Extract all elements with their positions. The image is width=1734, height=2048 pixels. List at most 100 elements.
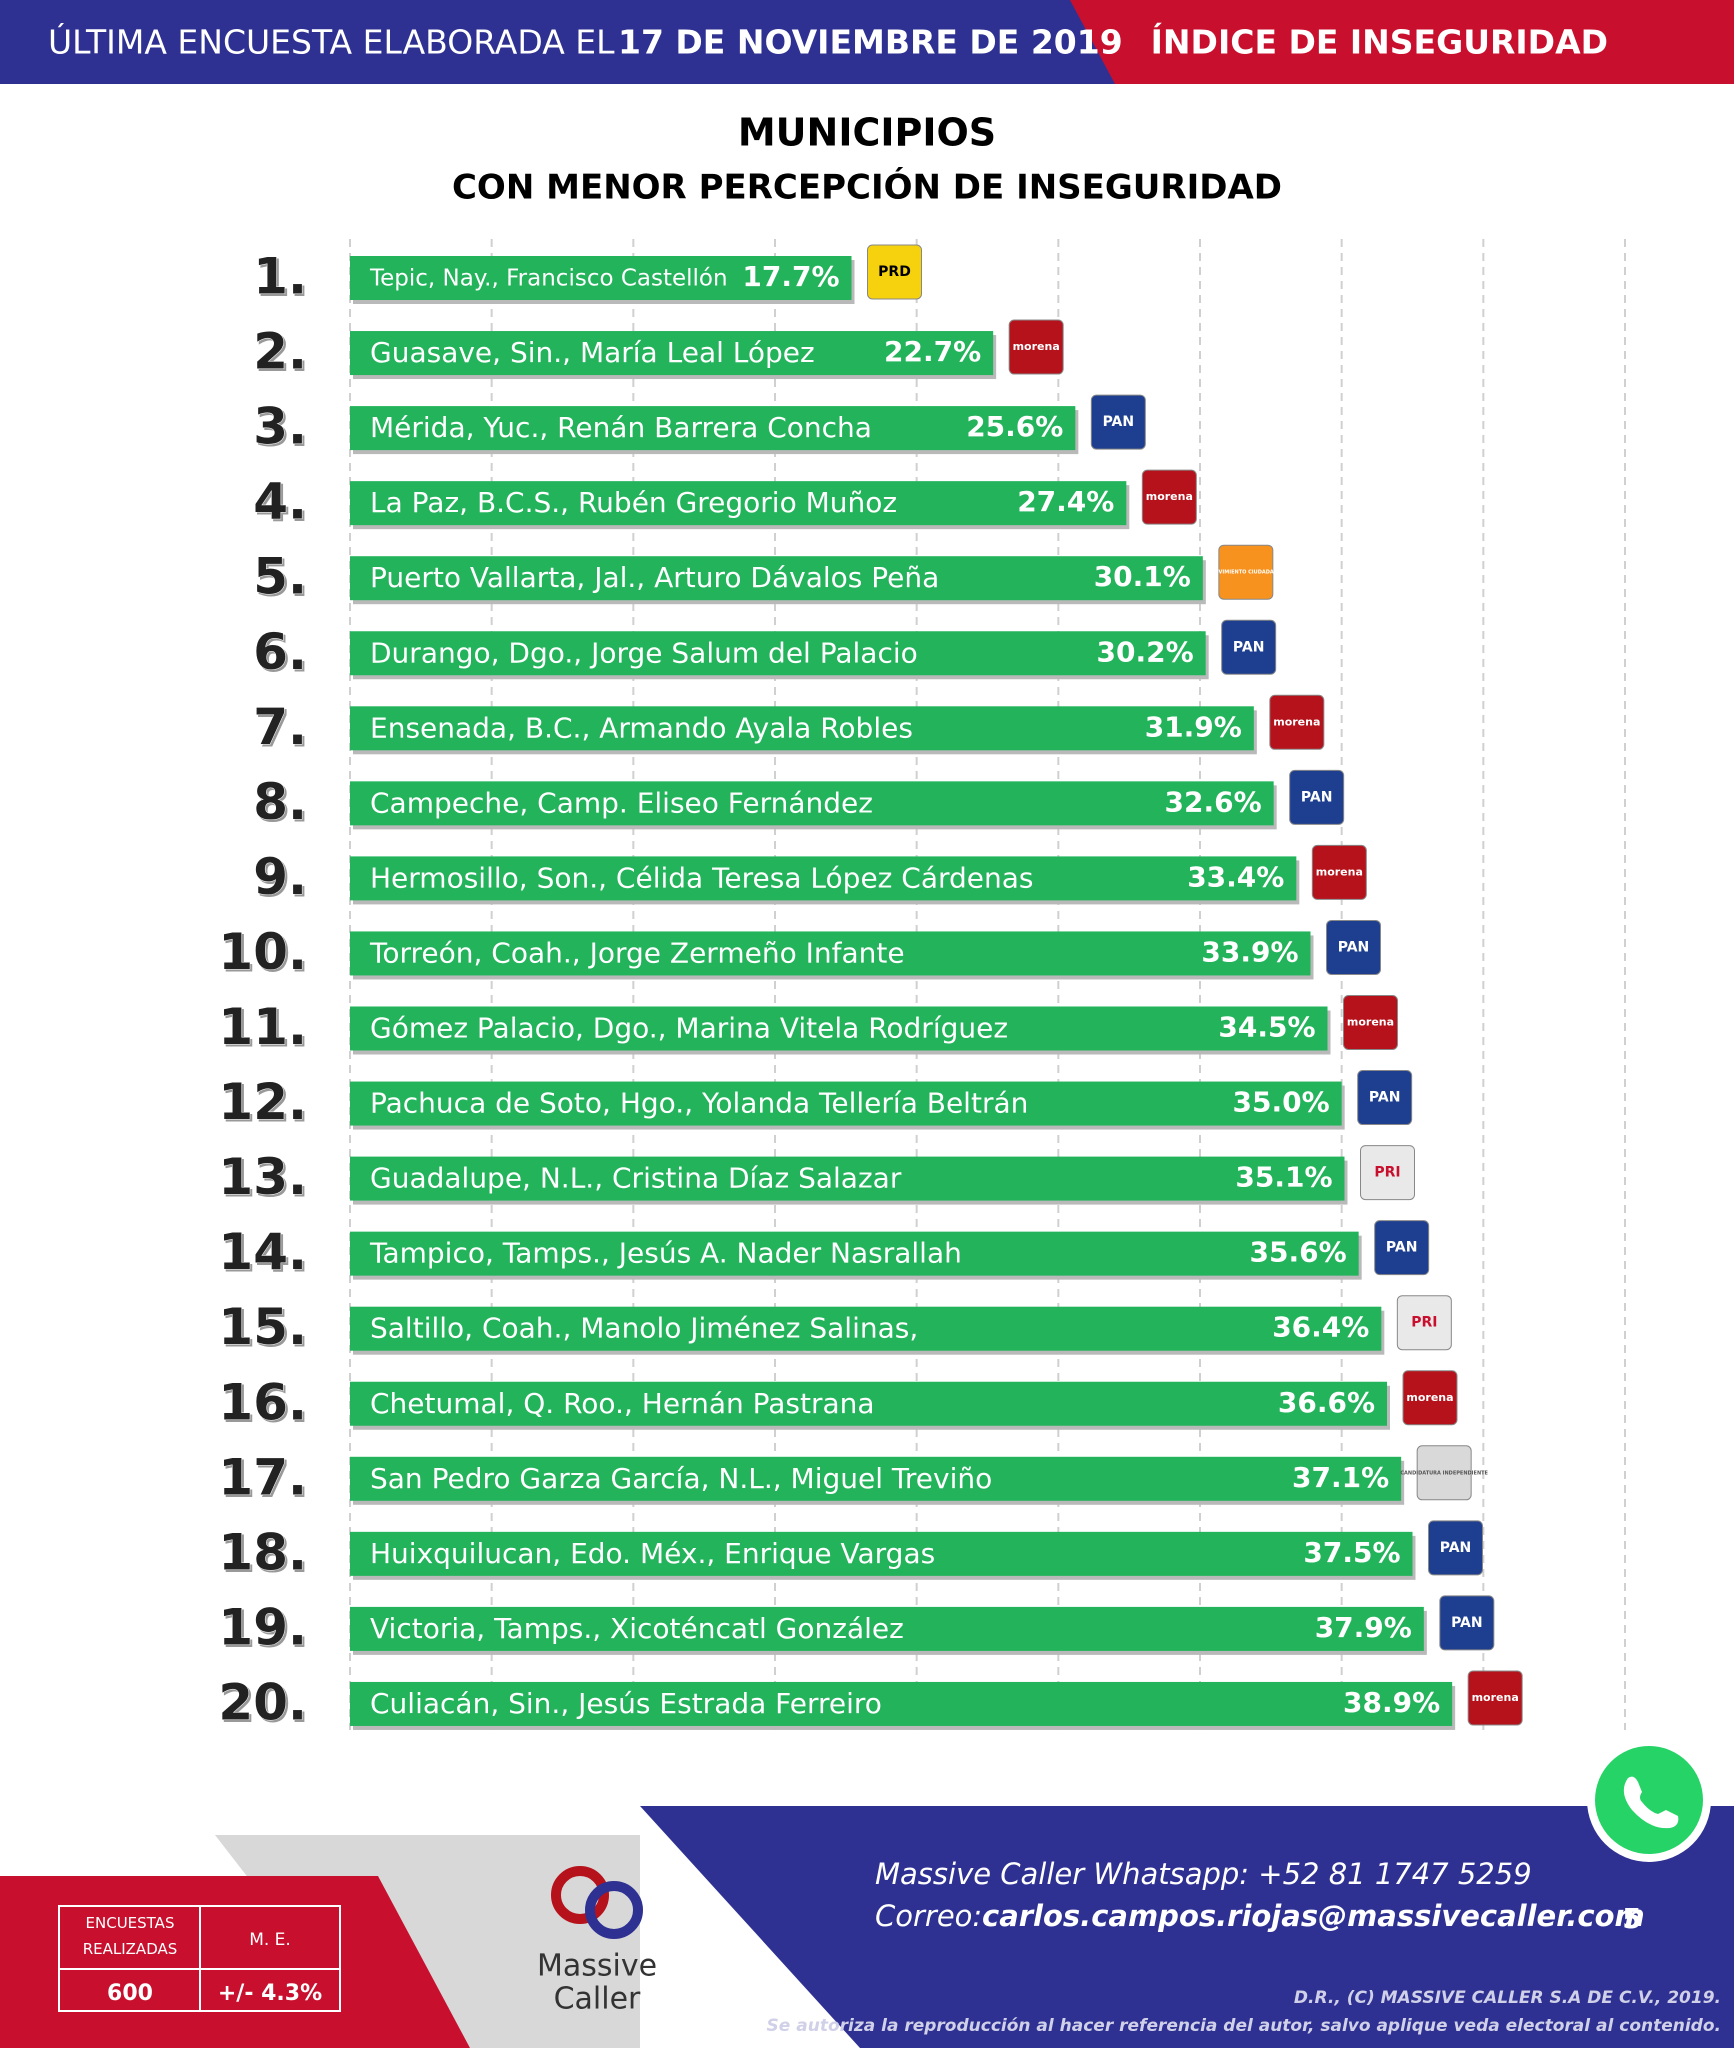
table-head-1-box: ENCUESTAS REALIZADAS xyxy=(83,1914,178,1958)
category-label: Mérida, Yuc., Renán Barrera Concha xyxy=(370,411,872,444)
header-date: 17 DE NOVIEMBRE DE 2019 xyxy=(618,23,1123,62)
bar xyxy=(350,631,1206,676)
rank-label: 17. xyxy=(218,1448,307,1506)
party-logo-text: PRI xyxy=(1374,1165,1400,1181)
category-label: Ensenada, B.C., Armando Ayala Robles xyxy=(370,711,913,744)
logo-ring xyxy=(585,1881,643,1939)
brand-logo xyxy=(551,1866,643,1939)
footer-blue xyxy=(640,1806,1734,2048)
party-logo-text: PAN xyxy=(1233,639,1265,655)
chart: 1. 17.7% Tepic, Nay., Francisco Castellón P… xyxy=(218,239,1626,1732)
bar xyxy=(350,1231,1359,1276)
value-label: 37.1% xyxy=(1292,1461,1389,1494)
rank-label: 14. xyxy=(218,1223,307,1281)
party-logo xyxy=(1402,1370,1458,1426)
category-label: Chetumal, Q. Roo., Hernán Pastrana xyxy=(370,1387,875,1420)
party-logo-text: morena xyxy=(1273,715,1320,728)
category-label: Saltillo, Coah., Manolo Jiménez Salinas, xyxy=(370,1312,918,1345)
brand-2: Caller xyxy=(554,1982,641,2017)
party-logo xyxy=(1467,1670,1523,1726)
header-left: ÚLTIMA ENCUESTA ELABORADA EL xyxy=(48,22,615,62)
bar xyxy=(350,1681,1453,1726)
rank-label: 10. xyxy=(218,923,307,981)
value-label: 31.9% xyxy=(1145,710,1242,743)
bar xyxy=(350,331,994,376)
party-logo-text: morena xyxy=(1406,1391,1453,1404)
party-logo xyxy=(1311,844,1367,900)
party-logo-text: PAN xyxy=(1369,1090,1401,1106)
party-logo-text: morena xyxy=(1472,1691,1519,1704)
bar xyxy=(350,1306,1382,1351)
value-label: 34.5% xyxy=(1218,1011,1315,1044)
bar xyxy=(350,1006,1328,1051)
bar xyxy=(350,781,1274,826)
value-label: 27.4% xyxy=(1017,485,1114,518)
category-label: Victoria, Tamps., Xicoténcatl González xyxy=(370,1612,904,1645)
rank-label: 18. xyxy=(218,1523,307,1581)
party-logo-text: MOVIMIENTO CIUDADANO xyxy=(1209,570,1282,576)
bar xyxy=(350,1531,1413,1576)
category-label: Huixquilucan, Edo. Méx., Enrique Vargas xyxy=(370,1537,935,1570)
party-logo xyxy=(1416,1445,1472,1501)
party-logo xyxy=(1374,1220,1430,1276)
value-label: 35.1% xyxy=(1235,1161,1332,1194)
party-logo xyxy=(1357,1070,1413,1126)
value-label: 35.6% xyxy=(1250,1236,1347,1269)
party-logo-text: PAN xyxy=(1386,1240,1418,1256)
value-label: 33.9% xyxy=(1201,935,1298,968)
category-label: San Pedro Garza García, N.L., Miguel Tre… xyxy=(370,1462,992,1495)
whatsapp-icon xyxy=(1595,1746,1703,1854)
bar xyxy=(350,706,1254,751)
party-logo xyxy=(1008,319,1064,375)
party-logo-text: PRI xyxy=(1411,1315,1437,1331)
party-logo-text: PAN xyxy=(1440,1540,1472,1556)
bar xyxy=(350,856,1297,901)
category-label: Puerto Vallarta, Jal., Arturo Dávalos Pe… xyxy=(370,561,939,594)
party-logo xyxy=(1289,769,1345,825)
value-label: 36.6% xyxy=(1278,1386,1375,1419)
bar xyxy=(350,556,1203,601)
bar xyxy=(350,1456,1402,1501)
rank-label: 12. xyxy=(218,1073,307,1131)
copyright: D.R., (C) MASSIVE CALLER S.A DE C.V., 20… xyxy=(1294,1988,1721,2008)
logo-ring xyxy=(551,1866,609,1924)
rank-label: 3. xyxy=(253,398,307,456)
value-label: 17.7% xyxy=(742,260,839,293)
party-logo xyxy=(867,244,922,300)
party-logo xyxy=(1343,995,1398,1050)
party-logo xyxy=(1396,1295,1452,1351)
brand-1: Massive xyxy=(537,1949,657,1984)
party-logo xyxy=(1428,1520,1483,1576)
chart-title: MUNICIPIOS xyxy=(738,111,996,155)
rank-label: 19. xyxy=(218,1598,307,1656)
bar xyxy=(350,1381,1387,1426)
party-logo-text: morena xyxy=(1146,490,1193,503)
bar xyxy=(350,406,1076,451)
party-logo xyxy=(1439,1595,1495,1651)
party-logo-text: PRD xyxy=(878,264,911,280)
bar xyxy=(350,256,852,300)
rank-label: 4. xyxy=(253,473,307,531)
category-label: Pachuca de Soto, Hgo., Yolanda Tellería … xyxy=(370,1087,1028,1120)
value-label: 30.2% xyxy=(1097,635,1194,668)
value-label: 32.6% xyxy=(1165,785,1262,818)
party-logo-text: PAN xyxy=(1338,939,1370,955)
rank-label: 2. xyxy=(253,323,307,381)
rank-label: 16. xyxy=(218,1373,307,1431)
party-logo xyxy=(1218,544,1274,600)
value-label: 36.4% xyxy=(1272,1311,1369,1344)
party-logo-text: CANDIDATURA INDEPENDIENTE xyxy=(1400,1470,1488,1476)
rank-label: 8. xyxy=(253,773,307,831)
party-logo xyxy=(1221,619,1277,675)
rank-label: 7. xyxy=(253,698,307,756)
header-right: ÍNDICE DE INSEGURIDAD xyxy=(1151,22,1608,62)
category-label: Durango, Dgo., Jorge Salum del Palacio xyxy=(370,636,918,669)
chart-subtitle: CON MENOR PERCEPCIÓN DE INSEGURIDAD xyxy=(452,167,1282,208)
category-label: Guasave, Sin., María Leal López xyxy=(370,336,815,369)
table-val-2: +/- 4.3% xyxy=(218,1981,322,2006)
category-label: Gómez Palacio, Dgo., Marina Vitela Rodrí… xyxy=(370,1012,1008,1045)
party-logo xyxy=(1090,394,1146,450)
party-logo-text: PAN xyxy=(1103,414,1135,430)
rank-label: 20. xyxy=(218,1673,307,1731)
